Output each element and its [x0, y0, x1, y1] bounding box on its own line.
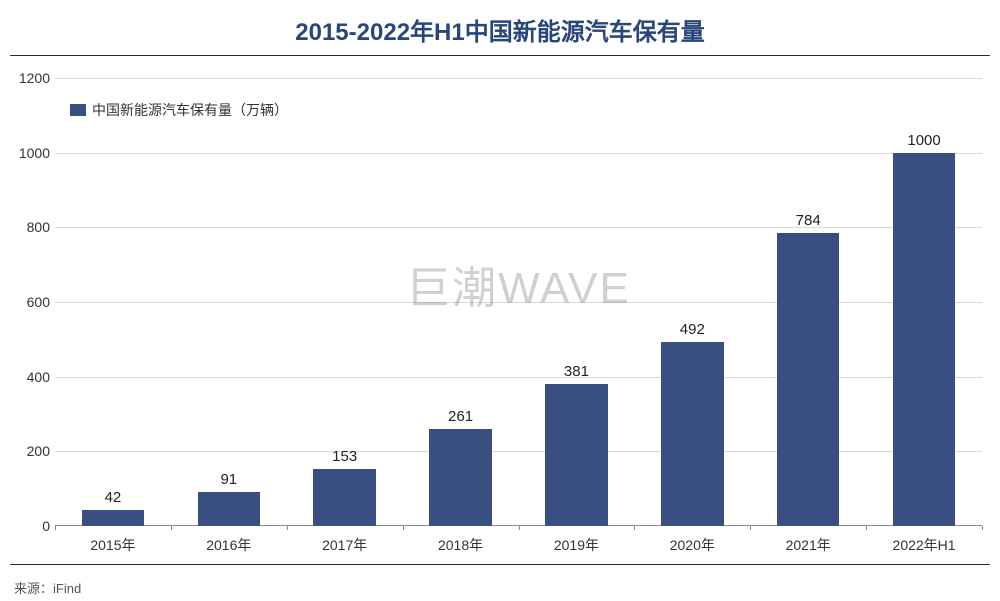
y-tick-label: 1200: [15, 70, 50, 86]
bar: [313, 469, 376, 526]
x-tick-label: 2021年: [750, 530, 866, 556]
x-tick: [171, 526, 172, 530]
x-tick: [287, 526, 288, 530]
y-tick-label: 800: [15, 219, 50, 235]
x-tick-label: 2020年: [634, 530, 750, 556]
bar-column: 261: [403, 78, 519, 526]
y-tick-label: 0: [15, 518, 50, 534]
x-tick-label: 2018年: [403, 530, 519, 556]
x-tick-label: 2022年H1: [866, 530, 982, 556]
top-divider: [10, 55, 990, 56]
bar-value-label: 1000: [907, 132, 940, 149]
bar-column: 42: [55, 78, 171, 526]
bar: [661, 342, 724, 526]
bar-value-label: 492: [680, 321, 705, 338]
x-tick: [750, 526, 751, 530]
x-tick: [866, 526, 867, 530]
bar-value-label: 784: [796, 212, 821, 229]
bottom-divider: [10, 564, 990, 565]
x-tick-label: 2015年: [55, 530, 171, 556]
x-tick: [982, 526, 983, 530]
bar-value-label: 153: [332, 448, 357, 465]
x-tick: [634, 526, 635, 530]
chart-title: 2015-2022年H1中国新能源汽车保有量: [0, 0, 1000, 55]
x-tick-label: 2016年: [171, 530, 287, 556]
x-tick: [55, 526, 56, 530]
bar: [545, 384, 608, 526]
y-tick-label: 200: [15, 443, 50, 459]
bar: [429, 429, 492, 526]
bar-value-label: 42: [105, 489, 122, 506]
y-tick-label: 600: [15, 294, 50, 310]
x-tick: [519, 526, 520, 530]
y-tick-label: 1000: [15, 145, 50, 161]
x-tick-label: 2017年: [287, 530, 403, 556]
legend-swatch: [70, 104, 86, 116]
bar-value-label: 381: [564, 363, 589, 380]
bar-value-label: 91: [220, 471, 237, 488]
x-axis-labels: 2015年2016年2017年2018年2019年2020年2021年2022年…: [55, 530, 982, 556]
bar-column: 1000: [866, 78, 982, 526]
bar-column: 153: [287, 78, 403, 526]
x-tick: [403, 526, 404, 530]
source-footer: 来源：iFind: [14, 578, 81, 597]
y-tick-label: 400: [15, 369, 50, 385]
bar-column: 784: [750, 78, 866, 526]
bar: [82, 510, 145, 526]
plot-area: 020040060080010001200 429115326138149278…: [55, 78, 982, 526]
bar: [777, 233, 840, 526]
bar: [198, 492, 261, 526]
legend-label: 中国新能源汽车保有量（万辆）: [92, 100, 288, 120]
x-tick-label: 2019年: [519, 530, 635, 556]
bar-column: 91: [171, 78, 287, 526]
chart-container: 0 200 400 600 800 1000 1200 42 91 153 261 381 492 78…: [10, 66, 990, 556]
bar-column: 381: [519, 78, 635, 526]
bar: [893, 153, 956, 526]
bar-value-label: 261: [448, 408, 473, 425]
legend: 中国新能源汽车保有量（万辆）: [70, 100, 288, 120]
bar-column: 492: [634, 78, 750, 526]
bars: 42 91 153 261 381 492 784 1000: [55, 78, 982, 526]
